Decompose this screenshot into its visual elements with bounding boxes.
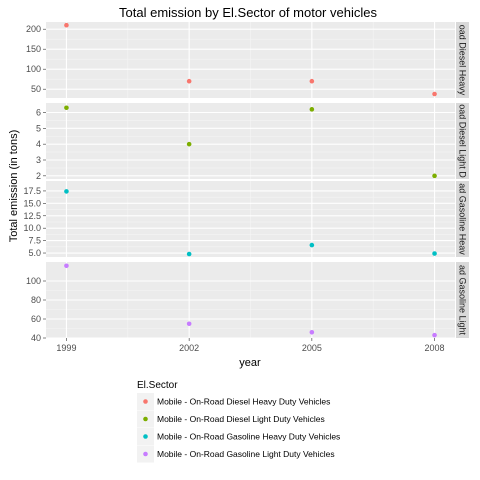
y-tick-label: 2 [36,171,41,181]
data-point [64,263,69,269]
y-tick-label: 50 [31,84,41,94]
legend-item: Mobile - On-Road Diesel Heavy Duty Vehic… [137,393,330,410]
facet-panel: 50 100 150 200 oad Diesel Heavy [26,22,469,98]
facet-strip [456,181,469,257]
y-tick-label: 100 [26,64,41,74]
data-point [186,78,192,84]
y-tick-label: 7.5 [28,236,41,246]
facet-strip-label: oad Diesel Heavy [458,25,468,96]
x-tick-label: 2002 [179,343,199,353]
legend-label: Mobile - On-Road Gasoline Heavy Duty Veh… [157,432,340,442]
facet-panels: 50 100 150 200 oad Diesel Heavy 2 3 4 5 6 oad Dies… [23,22,469,343]
y-tick-label: 40 [31,333,41,343]
y-tick-label: 15.0 [23,198,41,208]
data-point [64,22,69,28]
y-tick-label: 200 [26,24,41,34]
y-tick-label: 12.5 [23,211,41,221]
y-tick-label: 4 [36,139,41,149]
legend-item: Mobile - On-Road Gasoline Light Duty Veh… [137,445,335,463]
x-axis: 1999 2002 2005 2008 [56,338,445,353]
facet-strip-label: ad Gasoline Heav [458,183,468,255]
x-tick-label: 2008 [425,343,445,353]
facet-strip [456,103,469,179]
y-tick-label: 80 [31,295,41,305]
y-tick-label: 100 [26,276,41,286]
facet-panel: 40 60 80 100 ad Gasoline Light [26,262,469,343]
data-point [186,141,192,147]
data-point [309,330,315,335]
data-point [432,332,437,338]
data-point [309,78,315,84]
legend-marker [143,434,148,439]
y-tick-label: 10.0 [23,223,41,233]
x-axis-title: year [239,357,261,369]
legend: El.Sector Mobile - On-Road Diesel Heavy … [137,380,340,463]
facet-strip-label: ad Gasoline Light [458,265,468,336]
data-point [64,105,69,111]
facet-panel: 5.0 7.5 10.0 12.5 15.0 17.5 ad Gasoline Heav [23,181,469,258]
data-point [186,251,192,257]
data-point [432,251,437,256]
facet-strip [456,22,469,98]
legend-marker [143,399,148,404]
legend-marker [143,416,148,422]
facet-strip [456,262,469,338]
legend-label: Mobile - On-Road Diesel Light Duty Vehic… [157,414,325,424]
chart-title: Total emission by El.Sector of motor veh… [119,5,377,20]
legend-item: Mobile - On-Road Diesel Light Duty Vehic… [137,410,325,428]
y-tick-label: 17.5 [23,186,41,196]
y-tick-label: 3 [36,155,41,165]
y-tick-label: 60 [31,314,41,324]
x-tick-label: 1999 [56,343,76,353]
legend-marker [143,451,148,457]
data-point [309,242,315,248]
data-point [186,321,192,327]
legend-item: Mobile - On-Road Gasoline Heavy Duty Veh… [137,428,340,445]
y-tick-label: 150 [26,44,41,54]
facet-strip-label: oad Diesel Light D [458,104,468,178]
y-axis-title: Total emission (in tons) [8,130,20,243]
y-tick-label: 6 [36,108,41,118]
legend-label: Mobile - On-Road Diesel Heavy Duty Vehic… [157,397,330,407]
data-point [64,189,69,194]
x-tick-label: 2005 [302,343,322,353]
y-tick-label: 5 [36,123,41,133]
data-point [432,173,437,179]
data-point [432,91,437,97]
data-point [309,107,315,112]
legend-label: Mobile - On-Road Gasoline Light Duty Veh… [157,449,335,459]
y-tick-label: 5.0 [28,248,41,258]
legend-title: El.Sector [137,380,178,391]
facet-panel: 2 3 4 5 6 oad Diesel Light D [36,103,469,181]
